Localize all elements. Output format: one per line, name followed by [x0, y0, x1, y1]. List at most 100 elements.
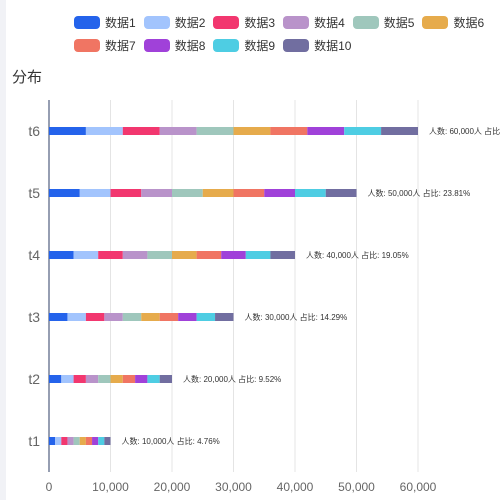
legend-item-8[interactable]: 数据8 — [143, 37, 205, 54]
legend-swatch — [422, 15, 449, 29]
legend-item-1[interactable]: 数据1 — [74, 14, 136, 31]
bar-segment — [147, 375, 160, 383]
x-tick-label: 40,000 — [277, 480, 314, 494]
data-label: 人数: 40,000人 占比: 19.05% — [306, 250, 409, 260]
legend-item-10[interactable]: 数据10 — [283, 37, 351, 54]
bar-segment — [233, 189, 265, 197]
legend-item-7[interactable]: 数据7 — [74, 37, 136, 54]
bar-segment — [141, 189, 172, 197]
bar-segment — [122, 313, 142, 321]
bar-segment — [122, 127, 160, 135]
bar-segment — [85, 375, 99, 383]
bar-segment — [122, 375, 136, 383]
bar-segment — [270, 251, 295, 259]
data-label: 人数: 10,000人 占比: 4.76% — [122, 436, 220, 446]
legend-swatch — [143, 15, 170, 29]
legend-label: 数据2 — [174, 15, 206, 30]
bar-segment — [79, 437, 86, 445]
legend-item-6[interactable]: 数据6 — [422, 14, 484, 31]
data-label: 人数: 50,000人 占比: 23.81% — [368, 188, 471, 198]
category-label: t5 — [28, 185, 40, 201]
legend-label: 数据9 — [244, 38, 276, 53]
legend-label: 数据5 — [383, 15, 415, 30]
legend-label: 数据6 — [453, 15, 485, 30]
bar-segment — [135, 375, 148, 383]
bar-segment — [344, 127, 382, 135]
bar-segment — [73, 437, 80, 445]
legend-swatch — [352, 15, 379, 29]
legend-label: 数据1 — [105, 15, 136, 30]
legend-row: 数据7 数据8 数据9 数据10 — [74, 34, 500, 56]
bar-segment — [85, 437, 93, 445]
bar-segment — [79, 189, 111, 197]
bar-segment — [98, 251, 123, 259]
bar-segment — [73, 251, 99, 259]
bar-segment — [73, 375, 86, 383]
legend-swatch — [213, 38, 240, 52]
bar-segment — [67, 437, 74, 445]
bar-segment — [196, 313, 216, 321]
data-label: 人数: 30,000人 占比: 14.29% — [245, 312, 348, 322]
bar-segment — [202, 189, 234, 197]
bar-segment — [67, 313, 86, 321]
bar-segment — [159, 375, 172, 383]
bar-segment — [122, 251, 148, 259]
bar-segment — [215, 313, 234, 321]
bar-segment — [147, 251, 172, 259]
category-label: t2 — [28, 371, 40, 387]
bar-segment — [245, 251, 271, 259]
legend-label: 数据4 — [314, 15, 345, 30]
category-label: t3 — [28, 309, 40, 325]
legend-label: 数据7 — [105, 38, 136, 53]
bar-segment — [178, 313, 197, 321]
bar-segment — [264, 189, 295, 197]
bar-segment — [221, 251, 246, 259]
legend-swatch — [74, 15, 100, 29]
bar-segment — [55, 437, 62, 445]
bar-segment — [49, 127, 86, 135]
bar-segment — [325, 189, 357, 197]
bar-segment — [92, 437, 99, 445]
bar-segment — [110, 375, 123, 383]
bar-segment — [159, 313, 179, 321]
bar-segment — [85, 127, 123, 135]
bar-segment — [49, 313, 68, 321]
bar-segment — [196, 251, 222, 259]
legend-item-9[interactable]: 数据9 — [213, 37, 275, 54]
bar-segment — [233, 127, 271, 135]
bar-segment — [381, 127, 418, 135]
bar-segment — [270, 127, 308, 135]
legend-item-4[interactable]: 数据4 — [283, 14, 345, 31]
bar-segment — [49, 251, 74, 259]
bar-segment — [104, 437, 111, 445]
bar-segment — [98, 375, 111, 383]
legend-swatch — [213, 15, 240, 29]
bar-segment — [307, 127, 345, 135]
legend-item-5[interactable]: 数据5 — [352, 14, 415, 31]
chart-legend: 数据1 数据2 数据3 数据4 数据5 数据6 数据7 数据8 数据9 数据10 — [74, 11, 500, 57]
legend-item-3[interactable]: 数据3 — [213, 14, 275, 31]
x-tick-label: 10,000 — [92, 480, 129, 494]
legend-swatch — [283, 15, 310, 29]
chart-title: 分布 — [12, 69, 43, 86]
x-tick-label: 50,000 — [338, 480, 375, 494]
bar-segment — [196, 127, 234, 135]
bar-segment — [172, 189, 203, 197]
bar-segment — [159, 127, 197, 135]
bar-segment — [61, 437, 68, 445]
x-tick-label: 30,000 — [215, 480, 252, 494]
legend-label: 数据3 — [244, 15, 276, 30]
bar-segment — [98, 437, 105, 445]
legend-item-2[interactable]: 数据2 — [143, 14, 206, 31]
x-tick-label: 20,000 — [154, 480, 191, 494]
bar-segment — [49, 375, 62, 383]
left-edge-strip — [0, 0, 6, 500]
legend-label: 数据10 — [314, 38, 352, 53]
bar-segment — [61, 375, 74, 383]
bar-segment — [172, 251, 197, 259]
legend-swatch — [74, 38, 100, 52]
category-label: t1 — [28, 433, 40, 449]
data-label: 人数: 20,000人 占比: 9.52% — [183, 374, 281, 384]
bar-segment — [49, 189, 80, 197]
